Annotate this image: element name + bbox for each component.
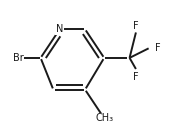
Text: F: F [155,43,161,53]
Text: F: F [133,21,139,31]
Text: N: N [56,24,63,34]
Text: F: F [133,72,139,82]
Text: Br: Br [13,53,24,63]
Text: CH₃: CH₃ [95,113,113,123]
